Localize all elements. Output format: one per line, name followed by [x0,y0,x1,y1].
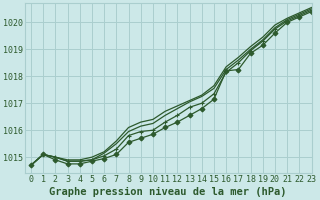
X-axis label: Graphe pression niveau de la mer (hPa): Graphe pression niveau de la mer (hPa) [50,186,287,197]
